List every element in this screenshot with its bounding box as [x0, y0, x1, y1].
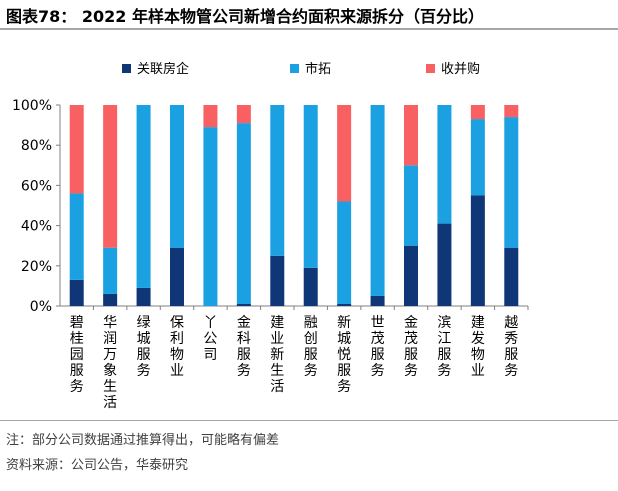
bar-4-1	[203, 127, 218, 306]
bar-13-0	[504, 247, 519, 306]
bar-12-1	[470, 119, 485, 196]
bar-8-0	[337, 303, 352, 306]
bar-5-1	[236, 123, 251, 304]
legend-label-2: 收并购	[441, 61, 480, 77]
x-tick-label-4: 丫公司	[203, 315, 217, 363]
y-tick-label-3: 60%	[21, 178, 52, 194]
bar-0-1	[69, 193, 84, 280]
bar-9-0	[370, 295, 385, 306]
legend-swatch-2	[426, 64, 435, 73]
bar-4-2	[203, 105, 218, 128]
y-tick-label-5: 100%	[12, 98, 52, 114]
figure-note: 注：部分公司数据通过推算得出，可能略有偏差	[6, 433, 280, 448]
legend-label-1: 市拓	[305, 61, 331, 77]
bar-10-2	[404, 105, 418, 166]
figure-title-bar: 图表78： 2022 年样本物管公司新增合约面积来源拆分（百分比）	[0, 0, 618, 30]
bar-13-1	[504, 117, 519, 248]
legend-swatch-1	[290, 64, 299, 73]
bar-3-1	[170, 105, 184, 248]
bar-1-2	[103, 105, 118, 248]
legend-label-0: 关联房企	[137, 61, 189, 77]
x-tick-label-1: 华润万象生活	[103, 315, 117, 411]
bar-7-1	[303, 105, 318, 268]
bar-0-2	[69, 105, 84, 194]
bar-1-1	[103, 247, 118, 294]
y-tick-label-1: 20%	[21, 259, 52, 275]
figure-title: 图表78： 2022 年样本物管公司新增合约面积来源拆分（百分比）	[6, 7, 484, 26]
legend-swatch-0	[122, 64, 131, 73]
bar-11-0	[437, 223, 452, 306]
figure-source: 资料来源：公司公告，华泰研究	[6, 458, 189, 473]
bar-10-1	[404, 165, 418, 246]
bar-12-0	[470, 195, 485, 306]
x-tick-label-7: 融创服务	[304, 315, 318, 379]
x-tick-label-8: 新城悦服务	[337, 315, 351, 395]
bar-10-0	[404, 245, 418, 306]
bar-0-0	[69, 279, 84, 306]
bar-8-1	[337, 201, 352, 304]
y-tick-label-4: 80%	[21, 138, 52, 154]
x-tick-label-11: 滨江服务	[437, 315, 451, 379]
bar-2-1	[136, 105, 151, 288]
bar-3-0	[170, 247, 184, 306]
y-tick-label-0: 0%	[30, 299, 52, 315]
bar-6-1	[270, 105, 285, 256]
bar-6-0	[270, 255, 285, 306]
x-tick-label-0: 碧桂园服务	[70, 315, 84, 395]
x-tick-label-12: 建发物业	[471, 315, 485, 379]
bar-12-2	[470, 105, 485, 120]
bar-1-0	[103, 293, 118, 306]
x-tick-label-13: 越秀服务	[504, 315, 518, 379]
bar-8-2	[337, 105, 352, 202]
bar-13-2	[504, 105, 519, 118]
bar-5-2	[236, 105, 251, 124]
x-tick-label-3: 保利物业	[170, 315, 184, 379]
bar-11-1	[437, 105, 452, 224]
stacked-bar-chart: 关联房企 市拓 收并购 0% 20% 40% 60% 80% 100% 碧桂园服务 华润万象生活 绿城…	[12, 61, 529, 411]
x-tick-label-6: 建业新生活	[270, 315, 284, 395]
bar-7-0	[303, 267, 318, 306]
x-tick-label-10: 金茂服务	[404, 315, 418, 379]
x-tick-label-5: 金科服务	[237, 315, 251, 379]
bar-2-0	[136, 287, 151, 306]
y-tick-label-2: 40%	[21, 219, 52, 235]
x-tick-label-9: 世茂服务	[371, 315, 385, 379]
x-tick-label-2: 绿城服务	[137, 315, 151, 379]
figure-footer: 注：部分公司数据通过推算得出，可能略有偏差 资料来源：公司公告，华泰研究	[0, 420, 618, 491]
bar-5-0	[236, 303, 251, 306]
bar-9-1	[370, 105, 385, 296]
